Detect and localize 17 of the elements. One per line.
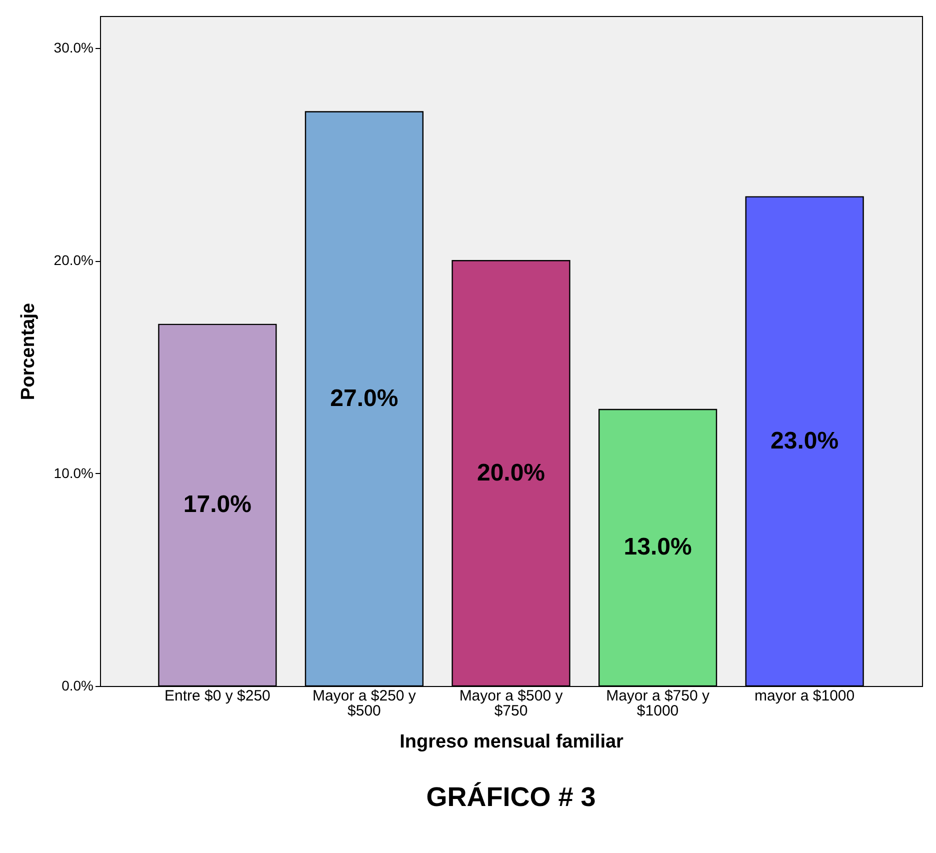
data-label: 17.0% — [183, 491, 252, 518]
y-axis-title: Porcentaje — [18, 302, 39, 400]
y-tick-label: 10.0% — [54, 464, 94, 481]
y-tick-label: 0.0% — [62, 678, 94, 694]
data-label: 27.0% — [330, 384, 398, 412]
data-label: 20.0% — [476, 459, 546, 486]
x-axis-title: Ingreso mensual familiar — [400, 732, 624, 752]
data-label: 13.0% — [624, 534, 692, 561]
x-tick-label: Mayor a $500 y $750 — [459, 688, 564, 720]
data-label: 23.0% — [770, 427, 839, 454]
x-tick-label: Entre $0 y $250 — [164, 688, 270, 704]
x-tick-label: Mayor a $250 y $500 — [312, 688, 416, 720]
y-tick-label: 20.0% — [54, 252, 94, 268]
text: GRÁFICO # 3 — [426, 782, 596, 812]
x-tick-label: Mayor a $750 y $1000 — [606, 688, 710, 720]
x-tick-label: mayor a $1000 — [754, 688, 855, 704]
y-tick-label: 30.0% — [54, 39, 94, 56]
